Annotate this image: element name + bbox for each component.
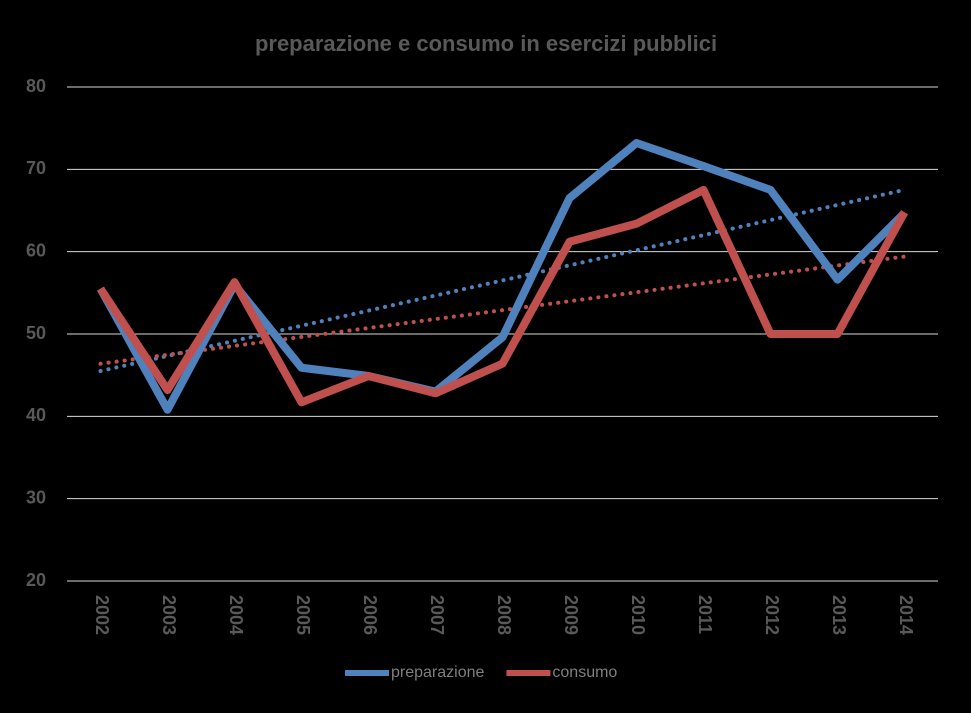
trendline (98, 187, 907, 374)
y-tick-label: 20 (26, 570, 46, 590)
series-line (97, 185, 909, 407)
x-tick-label: 2002 (92, 595, 112, 635)
x-tick-label: 2005 (293, 595, 313, 635)
x-tick-label: 2004 (226, 595, 246, 635)
y-tick-label: 80 (26, 76, 46, 96)
y-tick-label: 50 (26, 323, 46, 343)
x-tick-label: 2010 (628, 595, 648, 635)
x-tick-label: 2011 (695, 595, 715, 634)
x-tick-label: 2008 (494, 595, 514, 635)
x-tick-label: 2014 (896, 595, 916, 635)
x-tick-label: 2009 (561, 595, 581, 635)
y-tick-label: 30 (26, 487, 46, 507)
trendline (98, 254, 907, 366)
chart-title: preparazione e consumo in esercizi pubbl… (255, 31, 717, 56)
y-tick-label: 40 (26, 405, 46, 425)
x-tick-label: 2012 (762, 595, 782, 635)
x-tick-label: 2007 (427, 595, 447, 635)
y-tick-label: 60 (26, 240, 46, 260)
x-tick-label: 2003 (159, 595, 179, 635)
x-tick-label: 2006 (360, 595, 380, 635)
x-tick-label: 2013 (829, 595, 849, 635)
y-tick-label: 70 (26, 158, 46, 178)
legend-label: preparazione (391, 664, 485, 681)
legend-label: consumo (552, 664, 617, 681)
